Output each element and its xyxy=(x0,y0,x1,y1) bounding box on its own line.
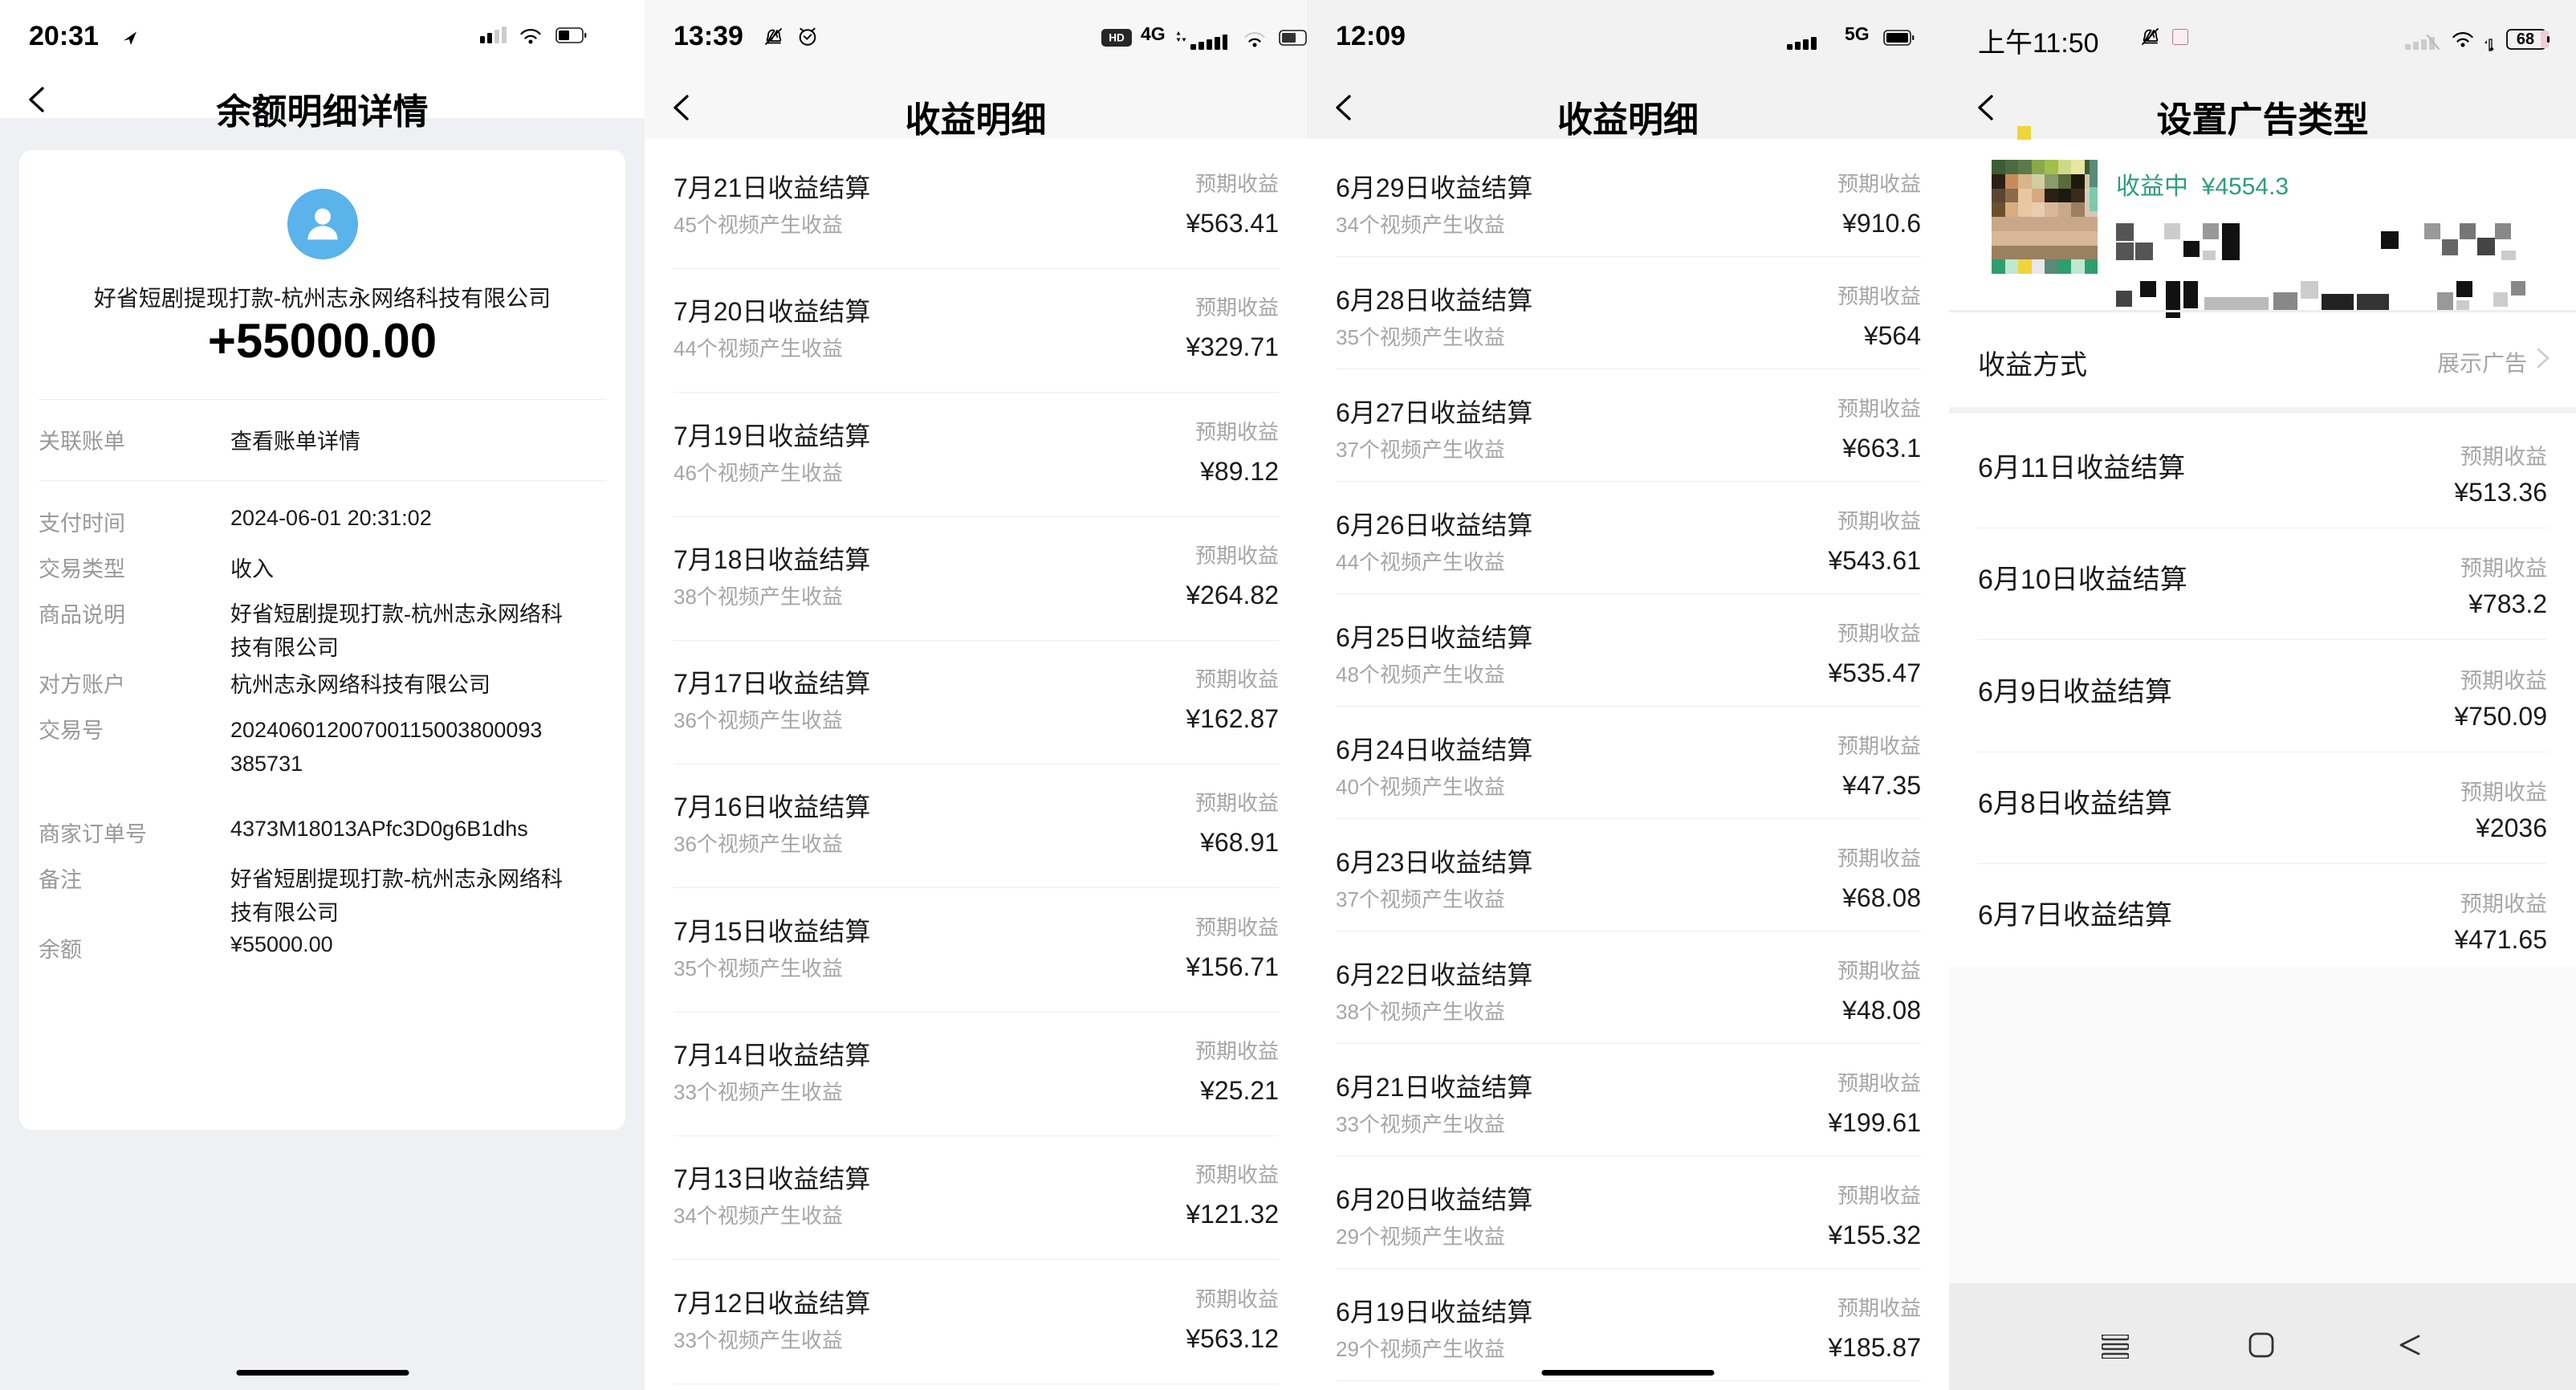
svg-text:68: 68 xyxy=(2517,31,2534,48)
svg-text:HD: HD xyxy=(1109,32,1125,44)
